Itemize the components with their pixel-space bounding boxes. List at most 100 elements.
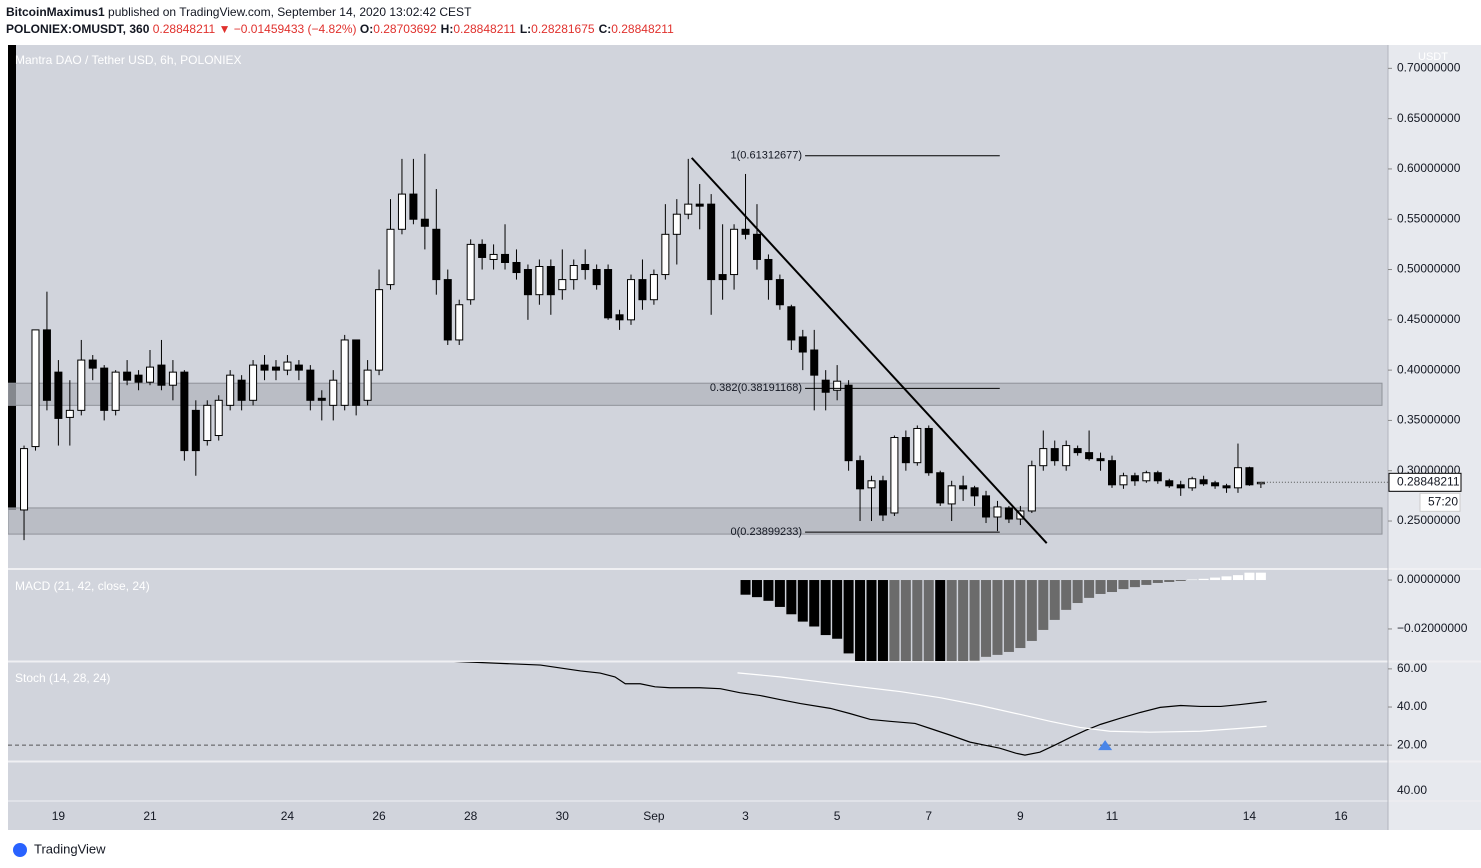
candle-body bbox=[363, 369, 372, 401]
candle-body bbox=[42, 329, 51, 401]
candle-body bbox=[775, 279, 784, 306]
candle-body bbox=[260, 364, 269, 371]
candle-body bbox=[970, 487, 979, 497]
x-tick-label: 14 bbox=[1243, 809, 1257, 823]
fib-label: 0.382(0.38191168) bbox=[710, 382, 802, 394]
candle-body bbox=[88, 359, 97, 369]
histogram-bar bbox=[1198, 578, 1209, 581]
histogram-bar bbox=[1072, 580, 1083, 604]
x-tick-label: 28 bbox=[464, 809, 478, 823]
candle-body bbox=[535, 266, 544, 296]
histogram-bar bbox=[1244, 572, 1255, 581]
histogram-bar bbox=[797, 580, 808, 622]
plot-background bbox=[8, 45, 1388, 830]
left-edge-candle bbox=[8, 45, 16, 510]
x-tick-label: 9 bbox=[1017, 809, 1024, 823]
histogram-bar bbox=[889, 580, 900, 661]
candle-body bbox=[501, 253, 510, 263]
candle-body bbox=[649, 274, 658, 301]
candle-body bbox=[306, 369, 315, 401]
candle-body bbox=[695, 203, 704, 207]
candle-body bbox=[1130, 475, 1139, 482]
histogram-bar bbox=[1026, 580, 1037, 641]
price-axis-background bbox=[1388, 45, 1481, 830]
candle-body bbox=[20, 448, 29, 511]
pane-title: Mantra DAO / Tether USD, 6h, POLONIEX bbox=[15, 53, 242, 67]
candle-body bbox=[707, 203, 716, 281]
histogram-bar bbox=[935, 580, 946, 661]
candle-body bbox=[672, 213, 681, 235]
histogram-bar bbox=[1187, 579, 1198, 581]
candle-body bbox=[1199, 479, 1208, 485]
candle-body bbox=[443, 279, 452, 341]
last-price-box bbox=[1388, 472, 1462, 492]
candle-body bbox=[1233, 467, 1242, 489]
countdown-box bbox=[1419, 492, 1461, 512]
candle-body bbox=[1165, 480, 1174, 487]
candle-body bbox=[581, 264, 590, 271]
histogram-bar bbox=[1095, 580, 1106, 594]
candle-body bbox=[798, 336, 807, 353]
axis-unit: USDT bbox=[1418, 51, 1448, 63]
stoch-line bbox=[737, 672, 1267, 733]
candle-body bbox=[878, 480, 887, 516]
candle-body bbox=[191, 409, 200, 452]
candle-body bbox=[1188, 478, 1197, 489]
candle-body bbox=[478, 243, 487, 258]
header-line: POLONIEX:OMUSDT, 360 0.28848211 ▼ −0.014… bbox=[6, 22, 678, 36]
candle-body bbox=[787, 306, 796, 341]
y-tick-label: 0.40000000 bbox=[1397, 362, 1461, 376]
y-tick-label: 40.00 bbox=[1397, 699, 1427, 713]
crossover-marker bbox=[1098, 740, 1113, 751]
candle-body bbox=[730, 228, 739, 276]
histogram-bar bbox=[774, 580, 785, 607]
candle-body bbox=[833, 380, 842, 391]
footer-brand: TradingView bbox=[34, 841, 106, 856]
candle-body bbox=[684, 203, 693, 215]
histogram-bar bbox=[923, 580, 934, 661]
ohlc-value: 0.28703692 bbox=[373, 22, 437, 36]
candle-body bbox=[924, 427, 933, 474]
candle-body bbox=[317, 397, 326, 401]
y-tick-label: 0.70000000 bbox=[1397, 61, 1461, 75]
zone bbox=[8, 507, 1383, 535]
candle-body bbox=[821, 379, 830, 393]
fib-label: 1(0.61312677) bbox=[731, 150, 803, 162]
histogram-bar bbox=[1118, 580, 1129, 590]
histogram-bar bbox=[763, 580, 774, 601]
candle-body bbox=[420, 218, 429, 227]
candle-body bbox=[111, 371, 120, 411]
price: 0.28848211 bbox=[152, 22, 216, 36]
histogram-bar bbox=[1038, 580, 1049, 630]
candle-body bbox=[409, 193, 418, 220]
histogram-bar bbox=[843, 580, 854, 654]
y-tick-label: 40.00 bbox=[1397, 783, 1427, 797]
candle-body bbox=[146, 366, 155, 383]
y-tick-label: 0.45000000 bbox=[1397, 312, 1461, 326]
x-tick-label: 7 bbox=[925, 809, 932, 823]
x-tick-label: 16 bbox=[1334, 809, 1348, 823]
candle-body bbox=[466, 243, 475, 301]
candle-body bbox=[1153, 472, 1162, 482]
candle-body bbox=[993, 506, 1002, 518]
candle-body bbox=[31, 329, 40, 448]
candle-body bbox=[455, 304, 464, 341]
ohlc-label: L: bbox=[519, 22, 532, 36]
candle-body bbox=[1004, 507, 1013, 520]
candle-body bbox=[397, 193, 406, 230]
fib-label: 0(0.23899233) bbox=[731, 526, 803, 538]
histogram-bar bbox=[1015, 580, 1026, 649]
trendline bbox=[690, 157, 1048, 544]
author: BitcoinMaximus1 bbox=[6, 5, 105, 19]
y-tick-label: −0.02000000 bbox=[1397, 621, 1468, 635]
x-tick-label: 21 bbox=[143, 809, 157, 823]
histogram-bar bbox=[992, 580, 1003, 655]
candle-body bbox=[546, 266, 555, 296]
candle-body bbox=[661, 233, 670, 276]
ohlc-value: 0.28281675 bbox=[531, 22, 595, 36]
candle-body bbox=[203, 404, 212, 442]
ohlc-value: 0.28848211 bbox=[611, 22, 674, 36]
candle-body bbox=[249, 364, 258, 401]
